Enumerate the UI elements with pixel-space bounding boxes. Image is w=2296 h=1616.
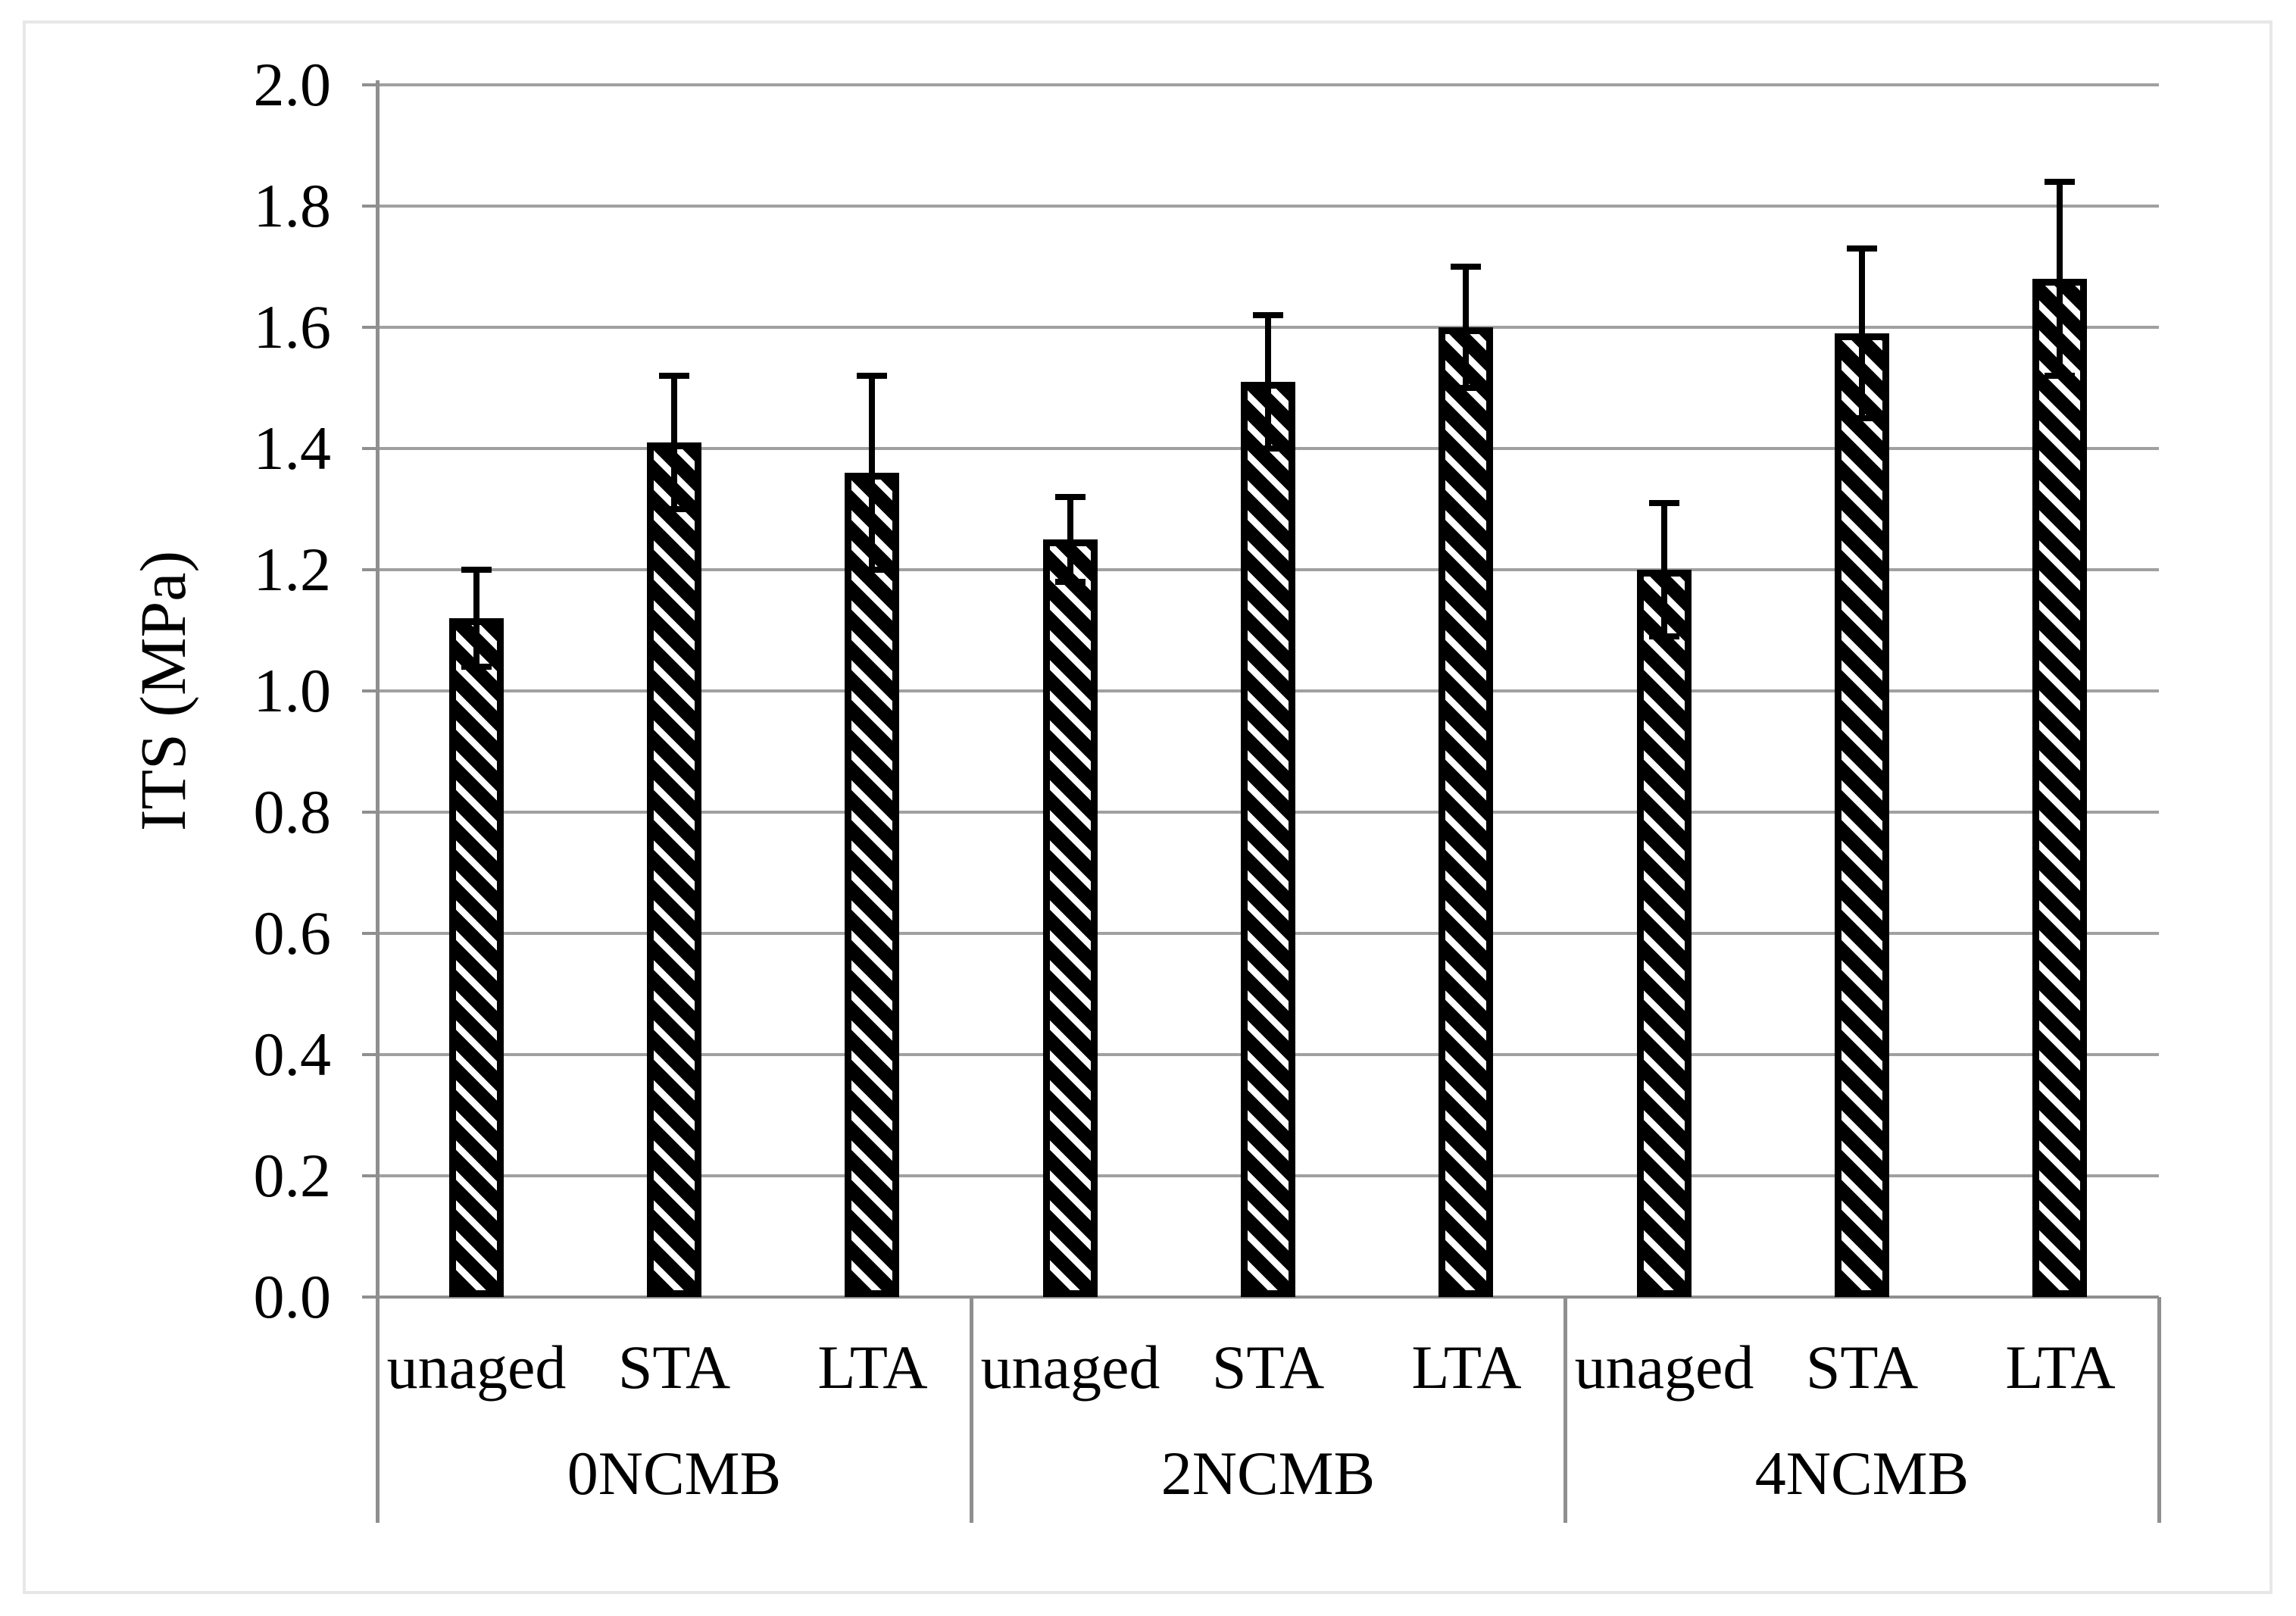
group-label-0ncmb: 0NCMB	[567, 1439, 782, 1508]
error-bar-whisker	[1661, 503, 1667, 636]
bar-unaged-4ncmb	[1637, 570, 1692, 1297]
y-tick-label: 0.8	[253, 777, 332, 846]
figure-border	[23, 20, 2273, 1594]
y-axis-tick	[362, 568, 377, 571]
category-label-sta: STA	[1211, 1333, 1325, 1402]
error-bar-top-cap	[857, 373, 887, 379]
y-tick-label: 1.6	[253, 292, 332, 361]
error-bar-whisker	[2057, 182, 2063, 376]
y-tick-label: 1.4	[253, 414, 332, 483]
group-divider	[970, 1297, 973, 1523]
error-bar-bottom-cap	[1847, 415, 1877, 421]
bar-lta-2ncmb	[1439, 327, 1493, 1297]
error-bar-top-cap	[1055, 494, 1086, 500]
category-label-lta: LTA	[1411, 1333, 1522, 1402]
y-tick-label: 1.0	[253, 656, 332, 725]
category-label-sta: STA	[617, 1333, 731, 1402]
group-divider	[1563, 1297, 1567, 1523]
group-divider	[2157, 1297, 2161, 1523]
error-bar-top-cap	[2045, 179, 2075, 185]
gridline	[377, 205, 2159, 208]
y-axis-tick	[362, 205, 377, 208]
y-axis-line	[376, 80, 380, 1523]
error-bar-whisker	[869, 376, 875, 570]
error-bar-bottom-cap	[659, 506, 689, 512]
error-bar-bottom-cap	[857, 567, 887, 573]
error-bar-whisker	[1067, 497, 1073, 582]
bar-unaged-2ncmb	[1043, 539, 1098, 1297]
error-bar-top-cap	[1451, 264, 1481, 270]
y-axis-tick	[362, 1053, 377, 1056]
y-tick-label: 0.4	[253, 1020, 332, 1089]
error-bar-bottom-cap	[1253, 445, 1283, 452]
y-axis-tick	[362, 811, 377, 814]
error-bar-whisker	[671, 376, 677, 509]
y-axis-tick	[362, 932, 377, 935]
error-bar-top-cap	[461, 567, 492, 573]
error-bar-bottom-cap	[1055, 579, 1086, 585]
category-label-lta: LTA	[817, 1333, 928, 1402]
error-bar-top-cap	[1847, 245, 1877, 252]
category-label-sta: STA	[1805, 1333, 1919, 1402]
error-bar-whisker	[1859, 248, 1865, 418]
bar-unaged-0ncmb	[449, 618, 504, 1297]
category-label-lta: LTA	[2005, 1333, 2116, 1402]
y-axis-tick	[362, 1296, 377, 1299]
error-bar-top-cap	[1253, 312, 1283, 318]
error-bar-top-cap	[1649, 500, 1679, 506]
bar-sta-0ncmb	[647, 442, 701, 1297]
error-bar-whisker	[1463, 267, 1469, 388]
error-bar-bottom-cap	[1649, 633, 1679, 639]
bar-sta-4ncmb	[1835, 333, 1889, 1297]
y-axis-tick	[362, 689, 377, 692]
group-label-2ncmb: 2NCMB	[1160, 1439, 1376, 1508]
y-tick-label: 0.6	[253, 899, 332, 967]
category-label-unaged: unaged	[1574, 1333, 1754, 1402]
error-bar-bottom-cap	[461, 664, 492, 670]
y-tick-label: 0.2	[253, 1141, 332, 1210]
error-bar-whisker	[1265, 315, 1271, 449]
y-tick-label: 2.0	[253, 50, 332, 119]
y-tick-label: 1.2	[253, 535, 332, 604]
group-label-4ncmb: 4NCMB	[1754, 1439, 1970, 1508]
y-axis-tick	[362, 326, 377, 329]
category-label-unaged: unaged	[386, 1333, 567, 1402]
y-axis-tick	[362, 83, 377, 86]
gridline	[377, 83, 2159, 86]
y-tick-label: 1.8	[253, 171, 332, 240]
y-axis-tick	[362, 1174, 377, 1177]
bar-lta-4ncmb	[2032, 279, 2087, 1297]
x-axis-baseline	[377, 1296, 2159, 1299]
error-bar-bottom-cap	[1451, 385, 1481, 391]
error-bar-top-cap	[659, 373, 689, 379]
bar-sta-2ncmb	[1241, 382, 1295, 1297]
y-axis-tick	[362, 447, 377, 450]
error-bar-bottom-cap	[2045, 373, 2075, 379]
error-bar-whisker	[473, 570, 480, 667]
category-label-unaged: unaged	[980, 1333, 1160, 1402]
y-tick-label: 0.0	[253, 1262, 332, 1331]
bar-lta-0ncmb	[845, 473, 899, 1297]
